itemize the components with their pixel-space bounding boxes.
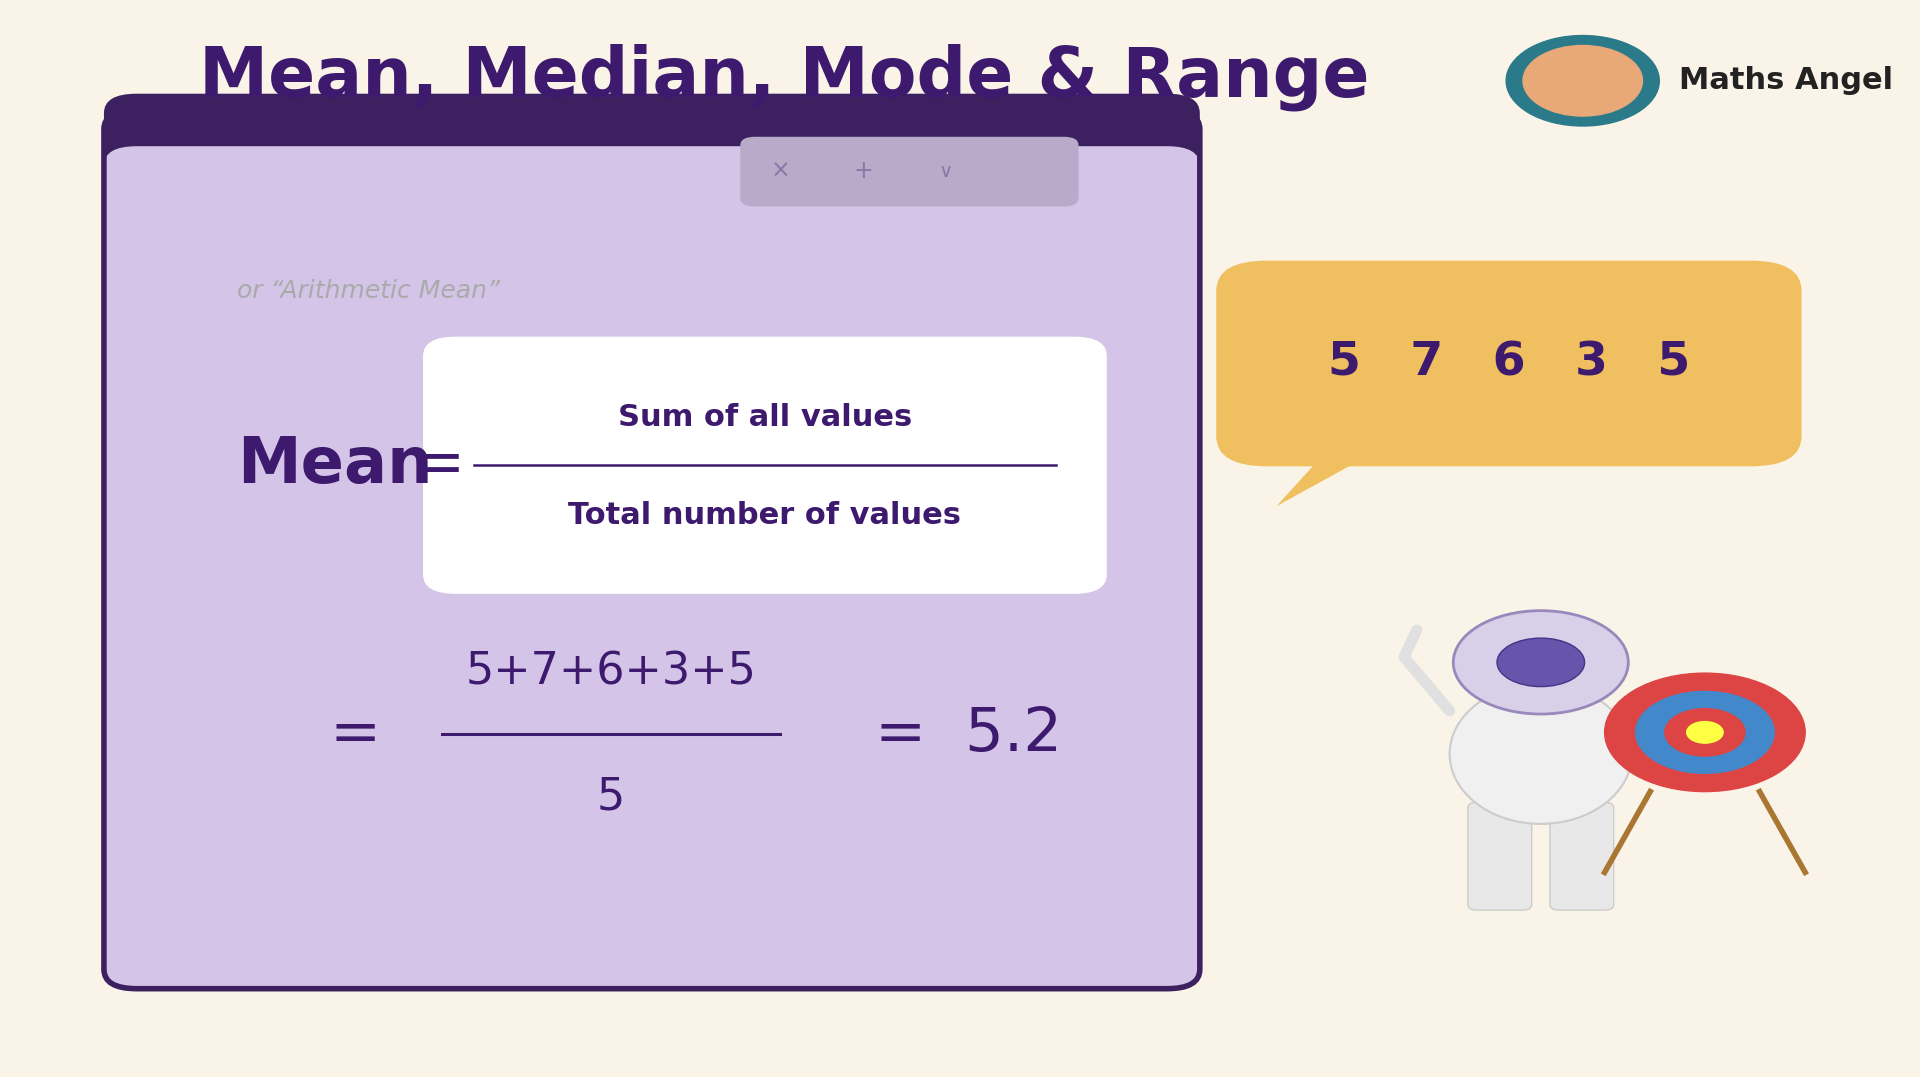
Text: ×: × [770, 159, 791, 183]
FancyBboxPatch shape [104, 94, 1200, 229]
Text: Mean: Mean [236, 434, 432, 496]
FancyBboxPatch shape [1549, 802, 1613, 910]
Circle shape [1686, 722, 1722, 743]
Text: ∨: ∨ [939, 162, 952, 181]
FancyBboxPatch shape [741, 137, 1079, 207]
Circle shape [1605, 673, 1805, 792]
Text: 5   7   6   3   5: 5 7 6 3 5 [1329, 341, 1690, 386]
Ellipse shape [1450, 684, 1632, 824]
Text: =  5.2: = 5.2 [876, 704, 1062, 764]
Text: Maths Angel: Maths Angel [1680, 67, 1893, 95]
Circle shape [1636, 691, 1774, 773]
Circle shape [1453, 611, 1628, 714]
Text: =: = [330, 704, 382, 764]
FancyBboxPatch shape [1469, 802, 1532, 910]
FancyBboxPatch shape [422, 337, 1106, 593]
Text: Mean, Median, Mode & Range: Mean, Median, Mode & Range [200, 44, 1369, 111]
Text: Sum of all values: Sum of all values [618, 403, 912, 432]
Ellipse shape [1498, 638, 1584, 687]
Circle shape [1665, 709, 1745, 756]
Circle shape [1505, 36, 1659, 126]
FancyBboxPatch shape [104, 146, 1200, 989]
FancyBboxPatch shape [1215, 261, 1801, 466]
Text: 5: 5 [597, 775, 626, 819]
Text: Total number of values: Total number of values [568, 501, 962, 530]
Circle shape [1523, 45, 1642, 116]
Polygon shape [1277, 436, 1404, 506]
Text: or “Arithmetic Mean”: or “Arithmetic Mean” [236, 279, 499, 303]
Text: =: = [411, 434, 465, 496]
Text: +: + [852, 159, 874, 183]
Text: 5+7+6+3+5: 5+7+6+3+5 [465, 651, 756, 694]
